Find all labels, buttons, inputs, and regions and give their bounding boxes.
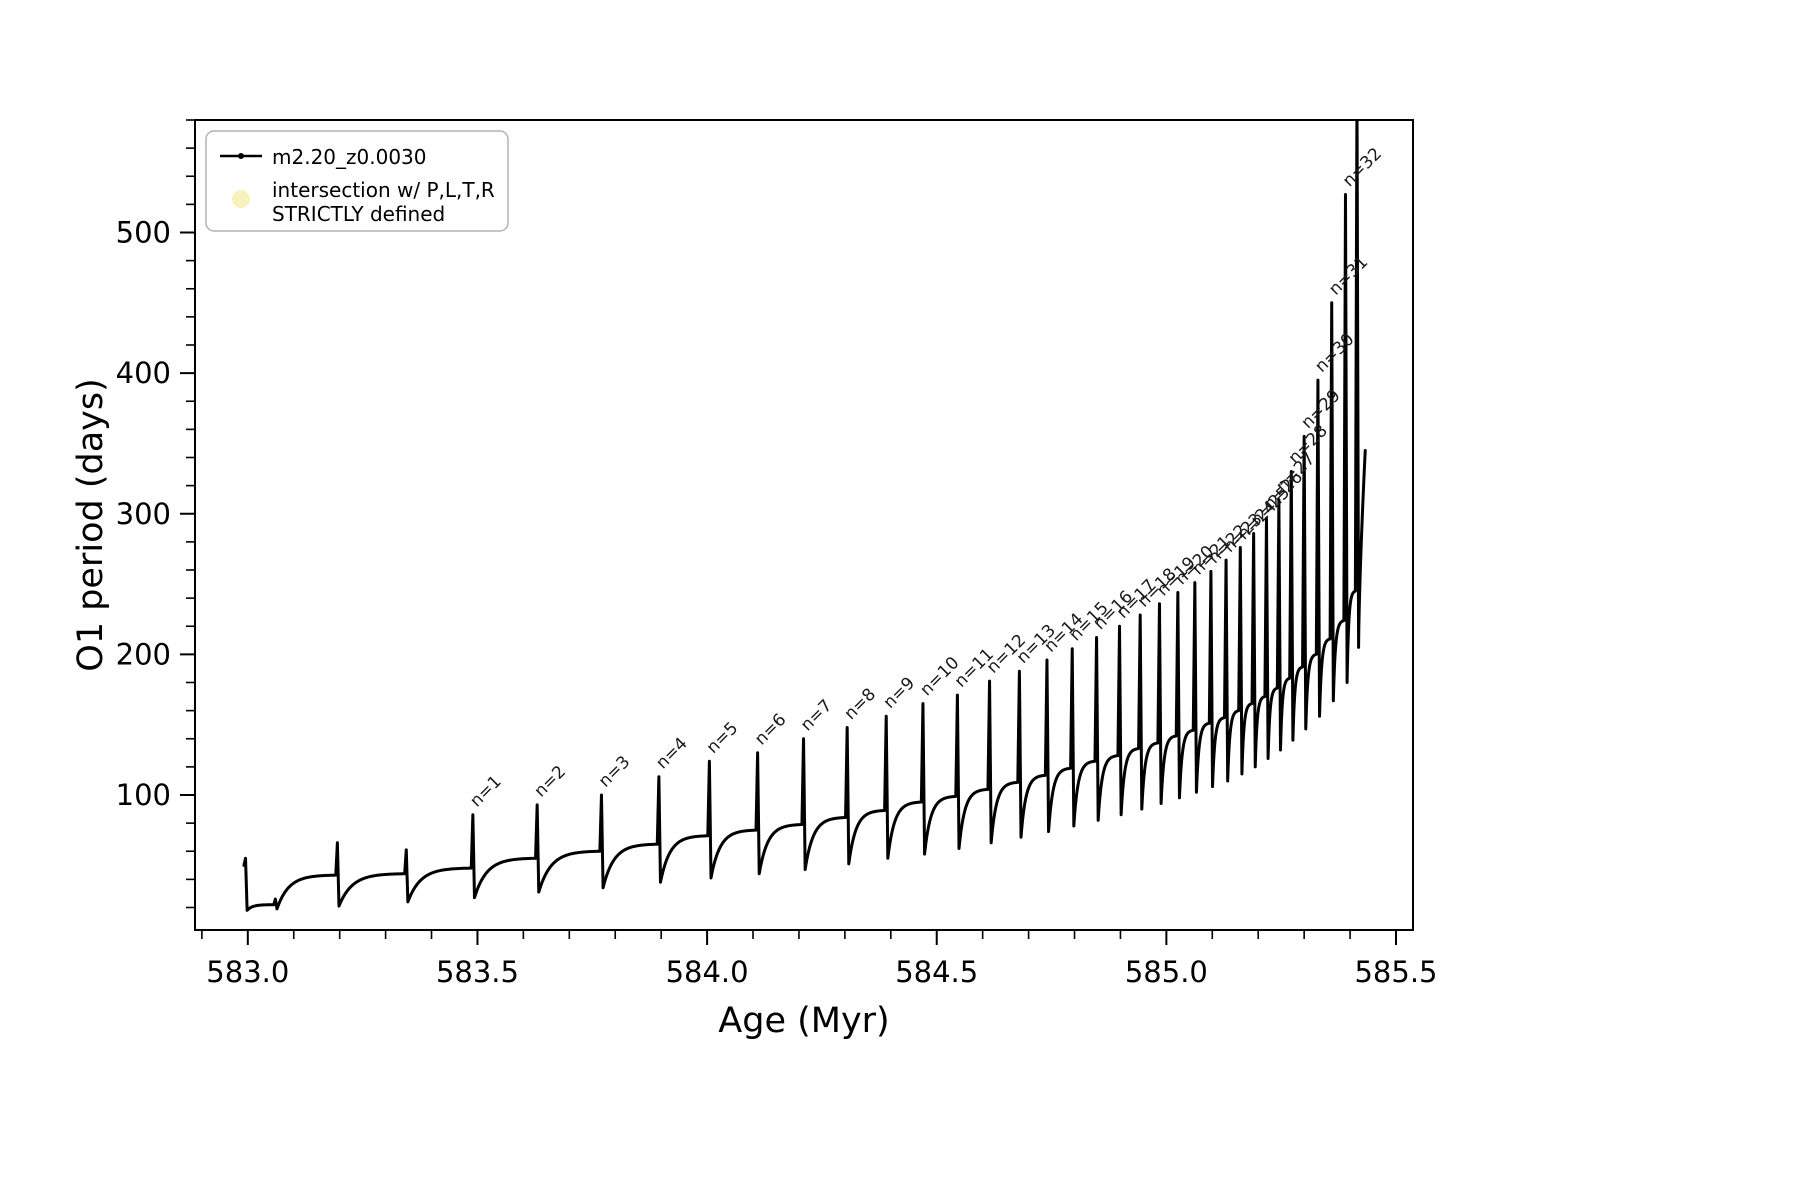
series-line (242, 120, 1367, 912)
x-tick-label: 584.5 (895, 955, 978, 989)
y-tick-label: 100 (116, 778, 171, 812)
legend-entry-intersection-line1: intersection w/ P,L,T,R (272, 178, 495, 202)
x-tick-label: 583.5 (436, 955, 519, 989)
y-tick-label: 400 (116, 356, 171, 390)
y-tick-label: 300 (116, 497, 171, 531)
x-tick-label: 585.0 (1125, 955, 1208, 989)
x-axis-label: Age (Myr) (718, 1001, 889, 1041)
ticks: 583.0 583.5 584.0 584.5 585.0 585.5 100 200 300 4… (116, 119, 1438, 989)
axes-spines (194, 119, 1414, 931)
legend-box (205, 130, 509, 232)
y-tick-label: 500 (116, 216, 171, 250)
legend-line-dot-icon (238, 153, 244, 159)
legend-entry-intersection-line2: STRICTLY defined (272, 202, 445, 226)
series-group (242, 120, 1367, 912)
y-tick-label: 200 (116, 637, 171, 671)
legend-entry-series-label: m2.20_z0.0030 (272, 145, 427, 169)
x-tick-label: 584.0 (666, 955, 749, 989)
y-axis-label: O1 period (days) (71, 378, 111, 671)
x-tick-label: 585.5 (1354, 955, 1437, 989)
legend: m2.20_z0.0030 intersection w/ P,L,T,RSTRI… (205, 130, 509, 232)
x-tick-label: 583.0 (206, 955, 289, 989)
legend-intersection-dot-icon (232, 190, 250, 208)
